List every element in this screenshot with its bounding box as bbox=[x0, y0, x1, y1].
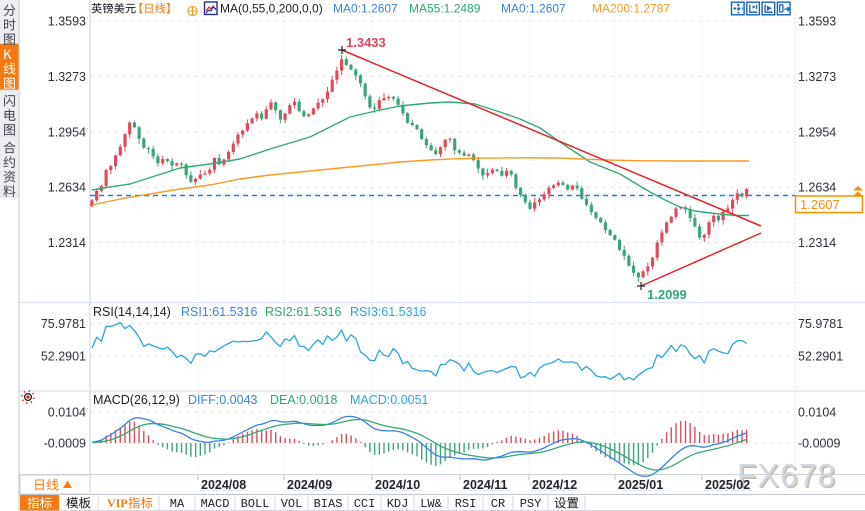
svg-text:2024/10: 2024/10 bbox=[375, 478, 420, 492]
svg-text:MA: MA bbox=[170, 497, 185, 511]
svg-text:RSI1:61.5316: RSI1:61.5316 bbox=[181, 305, 257, 319]
svg-text:2024/09: 2024/09 bbox=[287, 478, 332, 492]
svg-text:RSI2:61.5316: RSI2:61.5316 bbox=[265, 305, 341, 319]
svg-text:MACD: MACD bbox=[201, 497, 230, 511]
svg-text:75.9781: 75.9781 bbox=[41, 317, 86, 331]
svg-text:RSI3:61.5316: RSI3:61.5316 bbox=[350, 305, 426, 319]
svg-text:LW&: LW& bbox=[420, 497, 442, 511]
svg-text:1.3593: 1.3593 bbox=[48, 15, 86, 29]
svg-text:2024/08: 2024/08 bbox=[201, 478, 246, 492]
svg-text:MA55:1.2489: MA55:1.2489 bbox=[409, 2, 481, 16]
svg-text:FX678: FX678 bbox=[737, 458, 836, 494]
svg-text:RSI(14,14,14): RSI(14,14,14) bbox=[93, 305, 171, 319]
svg-text:52.2901: 52.2901 bbox=[41, 349, 86, 363]
svg-text:1.2314: 1.2314 bbox=[48, 236, 86, 250]
svg-text:52.2901: 52.2901 bbox=[798, 349, 843, 363]
svg-text:RSI: RSI bbox=[455, 497, 477, 511]
svg-text:FX678: FX678 bbox=[739, 459, 838, 495]
svg-text:2024/11: 2024/11 bbox=[463, 478, 508, 492]
svg-text:-0.0009: -0.0009 bbox=[44, 437, 86, 451]
svg-text:-0.0009: -0.0009 bbox=[798, 437, 840, 451]
svg-text:MA0:1.2607: MA0:1.2607 bbox=[501, 2, 566, 16]
svg-text:1.2634: 1.2634 bbox=[48, 181, 86, 195]
svg-text:MA0:1.2607: MA0:1.2607 bbox=[333, 2, 398, 16]
svg-text:MA(0,55,0,200,0,0): MA(0,55,0,200,0,0) bbox=[220, 2, 323, 16]
svg-text:1.2954: 1.2954 bbox=[48, 125, 86, 139]
svg-text:2024/12: 2024/12 bbox=[532, 478, 577, 492]
svg-text:BOLL: BOLL bbox=[241, 497, 270, 511]
svg-text:MACD:0.0051: MACD:0.0051 bbox=[350, 393, 429, 407]
svg-text:2025/02: 2025/02 bbox=[705, 478, 750, 492]
svg-text:DIFF:0.0043: DIFF:0.0043 bbox=[188, 393, 258, 407]
svg-text:PSY: PSY bbox=[520, 497, 542, 511]
svg-text:1.2099: 1.2099 bbox=[647, 287, 687, 302]
svg-text:1.3433: 1.3433 bbox=[346, 35, 386, 50]
svg-text:75.9781: 75.9781 bbox=[798, 317, 843, 331]
svg-text:VOL: VOL bbox=[281, 497, 303, 511]
svg-text:1.3273: 1.3273 bbox=[48, 70, 86, 84]
svg-text:VIP: VIP bbox=[107, 496, 128, 510]
svg-text:1.2954: 1.2954 bbox=[798, 125, 836, 139]
svg-text:1.2314: 1.2314 bbox=[798, 236, 836, 250]
svg-text:CCI: CCI bbox=[354, 497, 376, 511]
svg-text:KDJ: KDJ bbox=[387, 497, 409, 511]
svg-text:MACD(26,12,9): MACD(26,12,9) bbox=[93, 393, 180, 407]
svg-text:BIAS: BIAS bbox=[314, 497, 343, 511]
svg-text:1.2607: 1.2607 bbox=[800, 197, 840, 212]
svg-text:CR: CR bbox=[491, 497, 505, 511]
svg-text:0.0104: 0.0104 bbox=[48, 406, 86, 420]
svg-text:0.0104: 0.0104 bbox=[798, 406, 836, 420]
svg-text:MA200:1.2787: MA200:1.2787 bbox=[592, 2, 670, 16]
svg-text:DEA:0.0018: DEA:0.0018 bbox=[270, 393, 337, 407]
svg-text:2025/01: 2025/01 bbox=[618, 478, 663, 492]
svg-text:1.2634: 1.2634 bbox=[798, 181, 836, 195]
svg-text:1.3273: 1.3273 bbox=[798, 70, 836, 84]
svg-text:1.3593: 1.3593 bbox=[798, 15, 836, 29]
